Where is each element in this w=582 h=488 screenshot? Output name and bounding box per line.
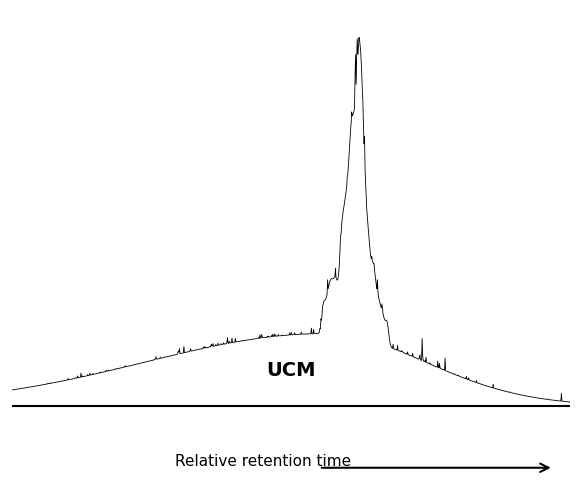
Text: UCM: UCM [266,361,316,380]
Text: Relative retention time: Relative retention time [175,454,351,468]
